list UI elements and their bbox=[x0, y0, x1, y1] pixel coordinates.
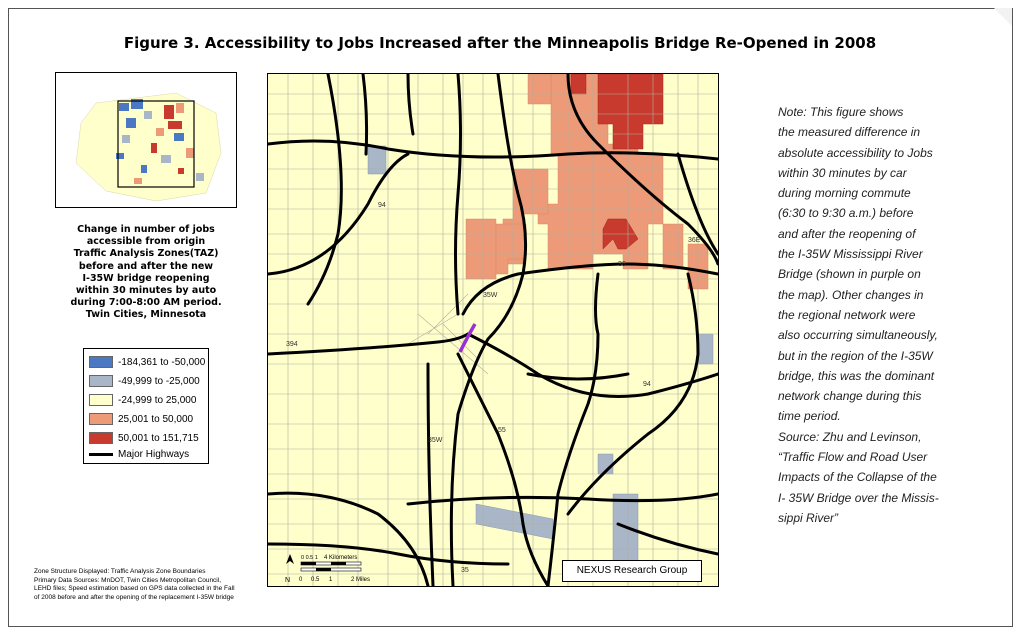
north-arrow-icon bbox=[286, 554, 294, 564]
note-line: “Traffic Flow and Road User bbox=[778, 450, 928, 465]
km-ticks: 0 0.5 1 bbox=[301, 555, 318, 561]
note-line: also occurring simultaneously, bbox=[778, 328, 938, 343]
km-label: 4 Kilometers bbox=[324, 555, 357, 561]
mile-tick: 2 Miles bbox=[351, 577, 370, 583]
legend-swatch bbox=[89, 413, 113, 425]
note-line: during morning commute bbox=[778, 186, 911, 201]
legend-label: -24,999 to 25,000 bbox=[118, 394, 197, 406]
note-line: and after the reopening of bbox=[778, 226, 916, 241]
legend-row: -49,999 to -25,000 bbox=[89, 374, 200, 388]
mile-tick: 0.5 bbox=[311, 577, 320, 583]
legend-label: Major Highways bbox=[118, 448, 190, 460]
source-line: Primary Data Sources: MnDOT, Twin Cities… bbox=[34, 576, 221, 584]
map-legend: -184,361 to -50,000 -49,999 to -25,000 -… bbox=[83, 348, 209, 464]
main-map: 94 36E 36 35W 394 94 55 35W 35 bbox=[267, 73, 719, 587]
highway-label: 36E bbox=[688, 237, 701, 244]
highway-label: 35W bbox=[428, 437, 443, 444]
note-line: Impacts of the Collapse of the bbox=[778, 470, 937, 485]
note-line: absolute accessibility to Jobs bbox=[778, 145, 933, 160]
caption-line: accessible from origin bbox=[86, 236, 206, 248]
legend-swatch bbox=[89, 432, 113, 444]
map-graphic: 94 36E 36 35W 394 94 55 35W 35 bbox=[268, 74, 718, 586]
source-line: of 2008 before and after the opening of … bbox=[34, 593, 234, 601]
legend-row: -24,999 to 25,000 bbox=[89, 393, 196, 407]
major-highways bbox=[268, 74, 718, 586]
data-sources: Zone Structure Displayed: Traffic Analys… bbox=[34, 568, 274, 602]
legend-row: 25,001 to 50,000 bbox=[89, 412, 193, 426]
highway-label: 94 bbox=[378, 202, 386, 209]
note-line: Note: This figure shows bbox=[778, 105, 904, 119]
mile-tick: 0 bbox=[299, 577, 303, 583]
north-label: N bbox=[285, 577, 290, 584]
caption-line: Change in number of jobs bbox=[77, 224, 215, 235]
highway-line-symbol bbox=[89, 452, 113, 456]
highway-label: 36 bbox=[618, 261, 626, 268]
mile-tick: 1 bbox=[329, 577, 333, 583]
scale-bar: N 0 0.5 1 4 Kilometers 0 0.5 1 2 Miles bbox=[281, 550, 401, 590]
scale-graphic: N 0 0.5 1 4 Kilometers 0 0.5 1 2 Miles bbox=[285, 554, 370, 584]
i35w-bridge bbox=[458, 323, 477, 353]
inset-overview-map bbox=[55, 72, 237, 208]
highway-label: 94 bbox=[643, 381, 651, 388]
note-line: Bridge (shown in purple on bbox=[778, 267, 921, 282]
note-line: (6:30 to 9:30 a.m.) before bbox=[778, 206, 914, 221]
note-line: but in the region of the I-35W bbox=[778, 348, 933, 363]
legend-swatch bbox=[89, 375, 113, 387]
legend-label: 50,001 to 151,715 bbox=[118, 432, 199, 444]
source-line: Zone Structure Displayed: Traffic Analys… bbox=[34, 568, 206, 575]
note-line: I- 35W Bridge over the Missis- bbox=[778, 490, 939, 505]
caption-line: within 30 minutes by auto bbox=[75, 285, 217, 297]
legend-swatch bbox=[89, 356, 113, 368]
caption-line: I-35W bridge reopening bbox=[82, 272, 210, 284]
caption-line: before and after the new bbox=[78, 260, 214, 272]
figure-title: Figure 3. Accessibility to Jobs Increase… bbox=[123, 34, 877, 52]
note-line: the I-35W Mississippi River bbox=[778, 247, 923, 262]
note-line: Source: Zhu and Levinson, bbox=[778, 429, 922, 444]
highway-label: 35 bbox=[461, 567, 469, 574]
note-line: the map). Other changes in bbox=[778, 287, 924, 302]
legend-caption: Change in number of jobs accessible from… bbox=[56, 224, 236, 322]
note-line: the regional network were bbox=[778, 307, 916, 322]
highway-label: 35W bbox=[483, 292, 498, 299]
highway-label: 55 bbox=[498, 427, 506, 434]
note-line: within 30 minutes by car bbox=[778, 165, 907, 180]
note-line: sippi River” bbox=[778, 510, 839, 525]
note-text: Note: This figure shows the measured dif… bbox=[778, 102, 978, 528]
note-line: time period. bbox=[778, 409, 841, 424]
inset-map-graphic bbox=[75, 92, 222, 202]
source-line: LEHD files; Speed estimation based on GP… bbox=[34, 585, 235, 593]
page-corner bbox=[994, 8, 1012, 26]
legend-row: 50,001 to 151,715 bbox=[89, 431, 199, 445]
caption-line: during 7:00-8:00 AM period. bbox=[70, 297, 222, 309]
credit-box: NEXUS Research Group bbox=[562, 560, 702, 582]
legend-label: -184,361 to -50,000 bbox=[118, 356, 206, 368]
note-line: network change during this bbox=[778, 389, 922, 404]
zones-neg25k-neg50k bbox=[367, 145, 714, 575]
note-line: the measured difference in bbox=[778, 125, 921, 140]
legend-label: 25,001 to 50,000 bbox=[118, 413, 194, 425]
note-line: bridge, this was the dominant bbox=[778, 368, 935, 383]
caption-line: Traffic Analysis Zones(TAZ) bbox=[73, 248, 219, 260]
highway-label: 394 bbox=[286, 341, 298, 348]
legend-swatch bbox=[89, 394, 113, 406]
legend-row: Major Highways bbox=[89, 447, 189, 461]
legend-row: -184,361 to -50,000 bbox=[89, 355, 205, 369]
caption-line: Twin Cities, Minnesota bbox=[85, 309, 207, 321]
legend-label: -49,999 to -25,000 bbox=[118, 375, 200, 387]
